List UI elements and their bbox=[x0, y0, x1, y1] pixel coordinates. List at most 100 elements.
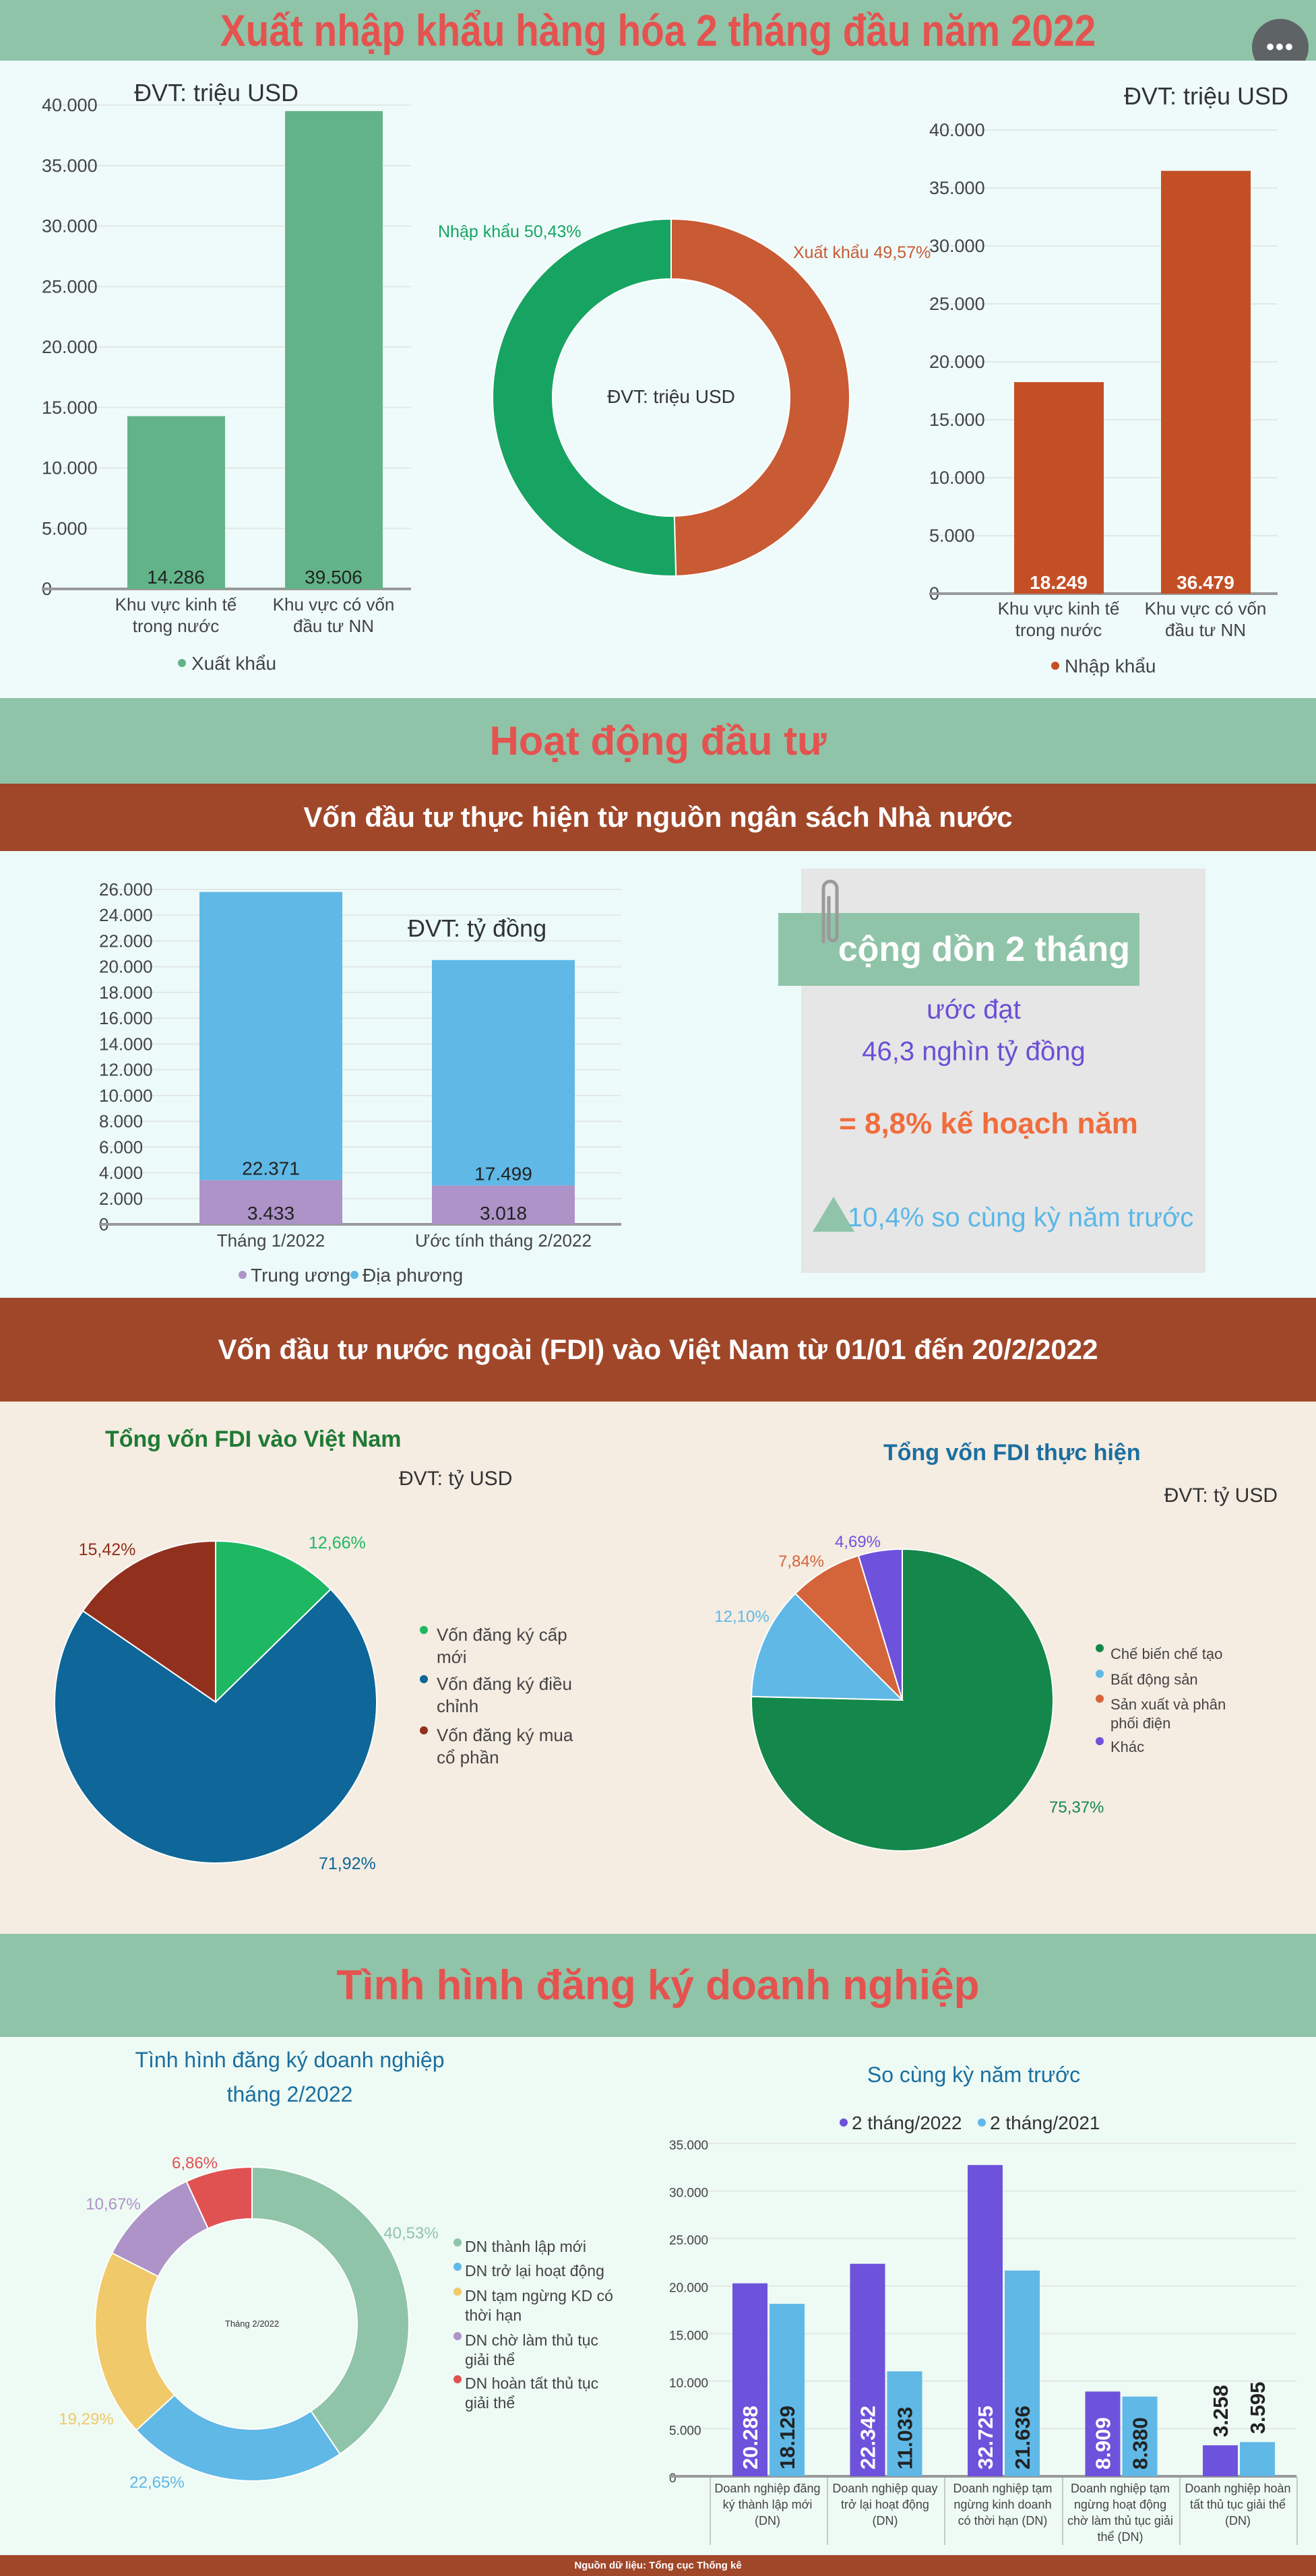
y-tick-label: 4.000 bbox=[99, 1163, 143, 1183]
pie-slice bbox=[94, 2252, 176, 2431]
y-tick-label: 25.000 bbox=[669, 2234, 708, 2248]
y-tick-label: 10.000 bbox=[929, 468, 985, 488]
y-tick-label: 40.000 bbox=[42, 95, 98, 115]
legend-label: Vốn đăng ký cấp bbox=[437, 1625, 567, 1645]
bar-value-label: 3.258 bbox=[1209, 2385, 1232, 2437]
legend-label: 2 tháng/2022 bbox=[852, 2112, 962, 2133]
legend-label: Chế biến chế tạo bbox=[1110, 1645, 1222, 1662]
legend-dot bbox=[453, 2238, 462, 2247]
summary-yoy: 10,4% so cùng kỳ năm trước bbox=[848, 1203, 1194, 1232]
y-tick-label: 10.000 bbox=[669, 2377, 708, 2391]
category-label: thể (DN) bbox=[1097, 2530, 1143, 2544]
y-tick-label: 25.000 bbox=[929, 294, 985, 314]
bar-value-label: 3.018 bbox=[480, 1203, 527, 1224]
legend-dot bbox=[453, 2263, 462, 2271]
bar-value-label: 22.342 bbox=[856, 2406, 880, 2470]
y-tick-label: 5.000 bbox=[669, 2424, 701, 2438]
y-tick-label: 2.000 bbox=[99, 1189, 143, 1209]
bar bbox=[1014, 382, 1104, 594]
summary-plan-ratio: = 8,8% kế hoạch năm bbox=[839, 1107, 1138, 1140]
source-note: Nguồn dữ liệu: Tổng cục Thống kê bbox=[574, 2560, 742, 2571]
legend-dot bbox=[840, 2118, 848, 2127]
legend-label: DN hoàn tất thủ tục bbox=[465, 2375, 598, 2392]
pie-slice bbox=[857, 1548, 903, 1701]
y-tick-label: 6.000 bbox=[99, 1137, 143, 1157]
legend-dot bbox=[350, 1271, 358, 1279]
business-band: Tình hình đăng ký doanh nghiệp bbox=[0, 1934, 1316, 2037]
slice-label: 12,10% bbox=[714, 1608, 769, 1626]
category-label: có thời hạn (DN) bbox=[958, 2514, 1048, 2527]
fdi-title: Vốn đầu tư nước ngoài (FDI) vào Việt Nam… bbox=[218, 1333, 1098, 1365]
pie-title: Tổng vốn FDI thực hiện bbox=[883, 1440, 1141, 1466]
y-tick-label: 10.000 bbox=[99, 1086, 153, 1106]
y-tick-label: 20.000 bbox=[669, 2282, 708, 2296]
legend-dot bbox=[420, 1626, 428, 1634]
legend-label: Nhập khẩu bbox=[1065, 656, 1156, 677]
legend-label: Địa phương bbox=[363, 1265, 463, 1286]
header-band: Xuất nhập khẩu hàng hóa 2 tháng đầu năm … bbox=[0, 0, 1316, 61]
bar bbox=[850, 2263, 885, 2476]
business-title: Tình hình đăng ký doanh nghiệp bbox=[336, 1962, 980, 2009]
bar-value-label: 17.499 bbox=[474, 1163, 532, 1184]
y-tick-label: 12.000 bbox=[99, 1060, 153, 1080]
pie-slice bbox=[251, 2166, 410, 2455]
category-label: Tháng 1/2022 bbox=[217, 1230, 325, 1251]
category-label: Khu vực có vốn bbox=[1145, 598, 1267, 619]
legend-label: Vốn đăng ký điều bbox=[437, 1674, 572, 1694]
y-tick-label: 35.000 bbox=[669, 2139, 708, 2153]
bar-segment bbox=[199, 891, 342, 1181]
legend-dot bbox=[1096, 1737, 1104, 1745]
category-label: Doanh nghiệp hoàn bbox=[1185, 2482, 1290, 2495]
pie-slice bbox=[670, 218, 850, 577]
bar-value-label: 36.479 bbox=[1177, 572, 1234, 593]
y-tick-label: 20.000 bbox=[99, 957, 153, 977]
slice-label: 75,37% bbox=[1049, 1798, 1104, 1817]
summary-amount: 46,3 nghìn tỷ đồng bbox=[862, 1036, 1086, 1067]
bar-value-label: 3.595 bbox=[1246, 2382, 1270, 2434]
unit-label: ĐVT: tỷ USD bbox=[399, 1468, 512, 1490]
slice-label: 22,65% bbox=[129, 2474, 184, 2492]
bar bbox=[968, 2165, 1003, 2476]
slice-label: 71,92% bbox=[319, 1854, 376, 1873]
y-tick-label: 30.000 bbox=[669, 2187, 708, 2201]
legend-label: DN chờ làm thủ tục bbox=[465, 2331, 598, 2349]
slice-label: 15,42% bbox=[79, 1540, 136, 1559]
legend-label: giải thể bbox=[465, 2394, 515, 2412]
category-label: tất thủ tục giải thể bbox=[1190, 2498, 1286, 2511]
bar-value-label: 3.433 bbox=[247, 1203, 294, 1224]
fdi-band: Vốn đầu tư nước ngoài (FDI) vào Việt Nam… bbox=[0, 1298, 1316, 1402]
legend-label: DN tạm ngừng KD có bbox=[465, 2287, 613, 2304]
legend-label: Trung ương bbox=[251, 1265, 350, 1286]
legend-label: phối điện bbox=[1110, 1715, 1170, 1732]
legend-label: DN trở lại hoạt động bbox=[465, 2262, 604, 2280]
paperclip-icon bbox=[821, 879, 839, 943]
slice-label: 12,66% bbox=[309, 1534, 366, 1552]
legend-dot bbox=[420, 1726, 428, 1734]
legend-label: Sản xuất và phân bbox=[1110, 1696, 1226, 1713]
bar bbox=[770, 2304, 805, 2476]
y-tick-label: 18.000 bbox=[99, 982, 153, 1003]
chart-title: So cùng kỳ năm trước bbox=[867, 2063, 1080, 2087]
bar-segment bbox=[432, 960, 575, 1186]
bar bbox=[285, 111, 383, 589]
legend-label: Khác bbox=[1110, 1738, 1144, 1755]
bar bbox=[127, 416, 225, 589]
y-tick-label: 5.000 bbox=[42, 518, 88, 538]
y-tick-label: 15.000 bbox=[929, 410, 985, 430]
budget-band: Vốn đầu tư thực hiện từ nguồn ngân sách … bbox=[0, 784, 1316, 851]
donut-title: Tình hình đăng ký doanh nghiệp bbox=[135, 2048, 444, 2072]
legend-dot bbox=[178, 659, 186, 667]
y-tick-label: 35.000 bbox=[929, 178, 985, 198]
category-label: Ước tính tháng 2/2022 bbox=[415, 1230, 592, 1251]
category-label: đầu tư NN bbox=[1165, 620, 1246, 640]
slice-label: 7,84% bbox=[778, 1552, 824, 1571]
bar-segment bbox=[199, 1180, 342, 1224]
legend-dot bbox=[1096, 1670, 1104, 1678]
y-tick-label: 8.000 bbox=[99, 1111, 143, 1131]
category-label: chờ làm thủ tục giải bbox=[1067, 2514, 1173, 2527]
category-label: Khu vực có vốn bbox=[273, 594, 395, 615]
bar bbox=[1005, 2270, 1040, 2476]
y-tick-label: 10.000 bbox=[42, 458, 98, 478]
